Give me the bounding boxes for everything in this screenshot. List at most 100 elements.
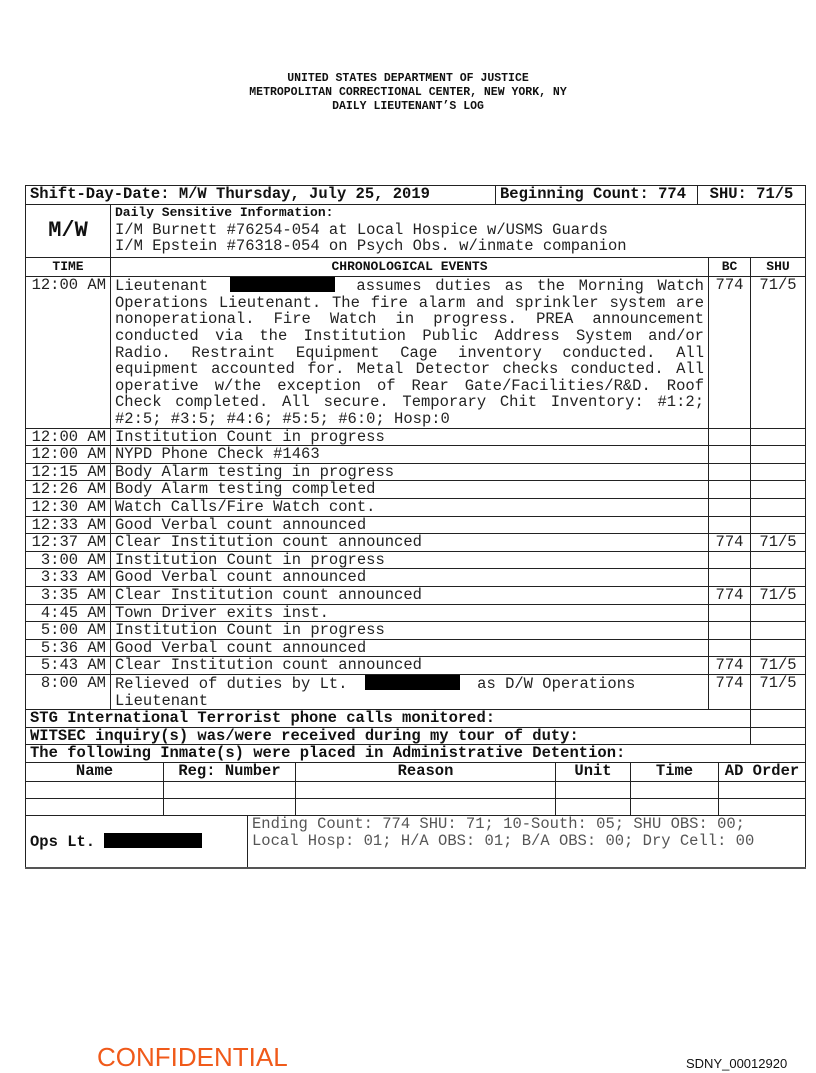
event-text: Good Verbal count announced bbox=[110, 639, 709, 658]
event-text: Body Alarm testing completed bbox=[110, 480, 709, 499]
event-bc: 774 bbox=[708, 276, 751, 429]
event-time: 3:00 AM bbox=[25, 551, 111, 570]
event-shu: 71/5 bbox=[750, 533, 806, 552]
event-text: Body Alarm testing in progress bbox=[110, 463, 709, 482]
ad-table: Name Reg: Number Reason Unit Time AD Ord… bbox=[25, 763, 806, 817]
ad-col-name: Name bbox=[25, 763, 164, 783]
event-bc: 774 bbox=[708, 533, 751, 552]
event-text-before: Lieutenant bbox=[115, 277, 209, 296]
shu-count: SHU: 71/5 bbox=[697, 185, 806, 205]
event-shu bbox=[750, 639, 806, 658]
event-bc bbox=[708, 463, 751, 482]
event-bc bbox=[708, 480, 751, 499]
event-time: 5:36 AM bbox=[25, 639, 111, 658]
event-row: 5:36 AM Good Verbal count announced bbox=[25, 639, 806, 658]
event-time: 12:37 AM bbox=[25, 533, 111, 552]
event-shu bbox=[750, 621, 806, 640]
bates-number: SDNY_00012920 bbox=[686, 1056, 788, 1071]
event-text-after: assumes duties as the Morning Watch Oper… bbox=[115, 277, 704, 429]
event-bc bbox=[708, 498, 751, 517]
document-header: UNITED STATES DEPARTMENT OF JUSTICE METR… bbox=[0, 72, 816, 114]
event-text-after: as D/W Operations Lieutenant bbox=[115, 674, 636, 710]
event-text: Lieutenant assumes duties as the Morning… bbox=[110, 276, 709, 429]
redaction-box bbox=[229, 277, 335, 293]
event-bc bbox=[708, 621, 751, 640]
event-text: Town Driver exits inst. bbox=[110, 604, 709, 623]
event-shu: 71/5 bbox=[750, 674, 806, 711]
facility-title: METROPOLITAN CORRECTIONAL CENTER, NEW YO… bbox=[249, 86, 567, 99]
log-title: DAILY LIEUTENANT’S LOG bbox=[332, 100, 484, 113]
event-time: 12:15 AM bbox=[25, 463, 111, 482]
redaction-box bbox=[104, 833, 203, 849]
event-shu: 71/5 bbox=[750, 276, 806, 429]
event-bc: 774 bbox=[708, 674, 751, 711]
event-row: 5:00 AM Institution Count in progress bbox=[25, 621, 806, 640]
event-time: 12:00 AM bbox=[25, 428, 111, 447]
event-row: 12:15 AM Body Alarm testing in progress bbox=[25, 463, 806, 482]
ad-col-reason: Reason bbox=[295, 763, 556, 783]
sensitive-info-title: Daily Sensitive Information: bbox=[115, 205, 334, 220]
event-text: Watch Calls/Fire Watch cont. bbox=[110, 498, 709, 517]
agency-title: UNITED STATES DEPARTMENT OF JUSTICE bbox=[287, 72, 529, 85]
confidential-stamp: CONFIDENTIAL bbox=[97, 1042, 288, 1072]
event-shu bbox=[750, 551, 806, 570]
event-bc: 774 bbox=[708, 586, 751, 605]
ending-count-line: Ending Count: 774 SHU: 71; 10-South: 05;… bbox=[252, 815, 745, 834]
event-shu bbox=[750, 480, 806, 499]
event-shu bbox=[750, 428, 806, 447]
event-text: Clear Institution count announced bbox=[110, 656, 709, 675]
ad-col-reg: Reg: Number bbox=[163, 763, 296, 783]
ad-col-unit: Unit bbox=[555, 763, 631, 783]
ops-lt-signature: Ops Lt. bbox=[25, 816, 248, 869]
event-row: 12:00 AM NYPD Phone Check #1463 bbox=[25, 445, 806, 464]
shift-code: M/W bbox=[25, 205, 111, 258]
ops-lt-label: Ops Lt. bbox=[30, 833, 96, 852]
col-bc: BC bbox=[708, 257, 751, 278]
redaction-box bbox=[364, 674, 460, 690]
ad-col-time: Time bbox=[630, 763, 719, 783]
ad-note: The following Inmate(s) were placed in A… bbox=[25, 744, 806, 763]
event-row: 12:33 AM Good Verbal count announced bbox=[25, 516, 806, 535]
event-row: 4:45 AM Town Driver exits inst. bbox=[25, 604, 806, 623]
event-text: Good Verbal count announced bbox=[110, 568, 709, 587]
event-time: 12:00 AM bbox=[25, 276, 111, 429]
event-shu bbox=[750, 516, 806, 535]
event-shu: 71/5 bbox=[750, 656, 806, 675]
events-table: TIME CHRONOLOGICAL EVENTS BC SHU 12:00 A… bbox=[25, 257, 806, 763]
ad-row bbox=[25, 781, 806, 800]
col-shu: SHU bbox=[750, 257, 806, 278]
witsec-note: WITSEC inquiry(s) was/were received duri… bbox=[25, 727, 751, 746]
event-shu bbox=[750, 445, 806, 464]
event-time: 12:00 AM bbox=[25, 445, 111, 464]
event-bc bbox=[708, 551, 751, 570]
event-time: 3:33 AM bbox=[25, 568, 111, 587]
event-shu bbox=[750, 568, 806, 587]
ad-row bbox=[25, 798, 806, 817]
event-text: Institution Count in progress bbox=[110, 551, 709, 570]
event-row: 3:00 AM Institution Count in progress bbox=[25, 551, 806, 570]
event-time: 4:45 AM bbox=[25, 604, 111, 623]
event-time: 12:26 AM bbox=[25, 480, 111, 499]
event-text: Good Verbal count announced bbox=[110, 516, 709, 535]
event-bc bbox=[708, 604, 751, 623]
event-shu: 71/5 bbox=[750, 586, 806, 605]
event-time: 3:35 AM bbox=[25, 586, 111, 605]
ending-count-line: Local Hosp: 01; H/A OBS: 01; B/A OBS: 00… bbox=[252, 832, 755, 850]
stg-note: STG International Terrorist phone calls … bbox=[25, 709, 751, 728]
event-row: 3:33 AM Good Verbal count announced bbox=[25, 568, 806, 587]
log-form: Shift-Day-Date: M/W Thursday, July 25, 2… bbox=[25, 185, 806, 870]
event-text: NYPD Phone Check #1463 bbox=[110, 445, 709, 464]
event-time: 12:30 AM bbox=[25, 498, 111, 517]
event-row: 12:26 AM Body Alarm testing completed bbox=[25, 480, 806, 499]
event-text-before: Relieved of duties by Lt. bbox=[115, 674, 348, 693]
event-row: 5:43 AM Clear Institution count announced… bbox=[25, 656, 806, 675]
event-bc bbox=[708, 516, 751, 535]
event-text: Institution Count in progress bbox=[110, 428, 709, 447]
event-bc bbox=[708, 428, 751, 447]
event-text: Clear Institution count announced bbox=[110, 533, 709, 552]
event-time: 5:43 AM bbox=[25, 656, 111, 675]
event-row: 3:35 AM Clear Institution count announced… bbox=[25, 586, 806, 605]
footer-table: Ops Lt. Ending Count: 774 SHU: 71; 10-So… bbox=[25, 815, 806, 870]
event-row: 12:00 AM Institution Count in progress bbox=[25, 428, 806, 447]
sensitive-line: I/M Epstein #76318-054 on Psych Obs. w/i… bbox=[115, 237, 627, 256]
